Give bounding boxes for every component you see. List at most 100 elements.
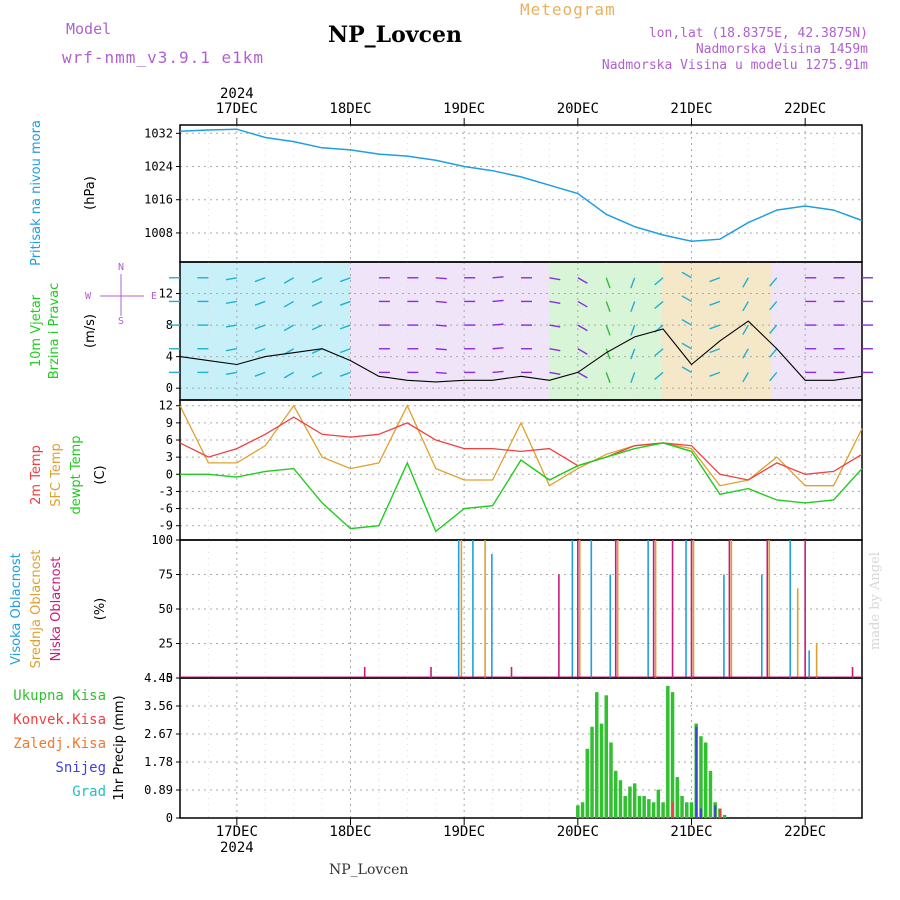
y-tick-label: 12 bbox=[159, 399, 173, 413]
wind-arrow bbox=[549, 348, 561, 352]
time-label-bottom: 20DEC bbox=[557, 824, 599, 840]
y-tick-label: 25 bbox=[159, 637, 173, 651]
precip-bar bbox=[670, 692, 675, 818]
cloud-axis-unit: (%) bbox=[93, 598, 108, 621]
dewpt-axis-title: dewpt Temp bbox=[69, 435, 84, 514]
wind-axis-unit: (m/s) bbox=[83, 314, 98, 348]
wind-arrow bbox=[681, 271, 692, 279]
precip-bar bbox=[685, 802, 689, 818]
precip-bar bbox=[689, 802, 694, 818]
y-tick-label: 12 bbox=[159, 287, 173, 301]
footer-station: NP_Lovcen bbox=[329, 862, 409, 878]
precip-bar bbox=[576, 805, 580, 818]
precip-legend-item: Grad bbox=[72, 784, 106, 800]
wind-arrow bbox=[681, 295, 692, 303]
wind-arrow bbox=[492, 347, 504, 350]
precip-bar bbox=[671, 802, 674, 818]
time-label-bottom: 21DEC bbox=[670, 824, 712, 840]
wind-arrow bbox=[339, 348, 351, 354]
y-tick-label: 4.45 bbox=[144, 671, 173, 685]
wind-arrow bbox=[742, 277, 749, 288]
wind-arrow bbox=[709, 348, 721, 354]
precip-bar bbox=[666, 685, 670, 818]
wind-axis-title: 10m Vjetar bbox=[29, 294, 44, 367]
pressure-axis-unit: (hPa) bbox=[83, 176, 98, 210]
precip-bar bbox=[722, 814, 727, 818]
model-name: wrf-nmm_v3.9.1 e1km bbox=[62, 48, 265, 67]
wind-arrow bbox=[254, 300, 266, 306]
wind-arrow bbox=[577, 324, 588, 332]
mid-cloud-axis-title: Srednja Oblacnost bbox=[29, 550, 44, 669]
precip-bar bbox=[699, 736, 703, 818]
dewpt-line bbox=[180, 442, 863, 533]
precip-bar bbox=[718, 808, 721, 818]
wind-arrow bbox=[769, 300, 778, 311]
wind-band-south bbox=[550, 262, 662, 400]
precip-bar bbox=[618, 780, 623, 818]
precip-legend-item: Ukupna Kisa bbox=[13, 688, 106, 704]
wind-arrow bbox=[225, 300, 237, 305]
wind-arrow bbox=[311, 371, 323, 378]
wind-arrow bbox=[769, 348, 778, 358]
wind-arrow bbox=[549, 300, 561, 305]
y-tick-label: 100 bbox=[151, 533, 173, 547]
wind-arrow bbox=[630, 348, 636, 360]
panel-frame bbox=[179, 677, 863, 819]
y-tick-label: 4 bbox=[166, 350, 173, 364]
wind-arrow bbox=[549, 277, 561, 281]
wind-arrow bbox=[492, 370, 504, 374]
time-label-top: 20DEC bbox=[557, 101, 599, 117]
precip-bar bbox=[647, 799, 651, 818]
high-cloud-axis-title: Visoka Oblacnost bbox=[9, 553, 24, 665]
wind-arrow bbox=[654, 348, 664, 357]
wind-arrow bbox=[630, 277, 636, 289]
wind-arrow bbox=[681, 366, 692, 374]
precip-bar bbox=[642, 795, 646, 818]
time-label-top: 21DEC bbox=[670, 101, 712, 117]
wind-band-east bbox=[350, 262, 550, 400]
wind-arrow bbox=[283, 324, 295, 332]
wind-arrow bbox=[709, 300, 721, 306]
y-tick-label: -3 bbox=[159, 484, 173, 498]
precip-bar bbox=[604, 695, 608, 818]
wind-arrow bbox=[339, 300, 351, 306]
wind-arrow bbox=[577, 348, 588, 355]
temperature-axis-unit: (C) bbox=[93, 465, 108, 484]
time-label-top: 18DEC bbox=[329, 101, 371, 117]
wind-arrow bbox=[254, 324, 266, 330]
precip-bar bbox=[714, 805, 717, 818]
precip-axis-title: 1hr Precip (mm) bbox=[112, 695, 127, 800]
temp2m-line bbox=[179, 416, 863, 481]
y-tick-label: 1024 bbox=[144, 160, 173, 174]
station-title: NP_Lovcen bbox=[328, 22, 462, 48]
y-tick-label: 9 bbox=[166, 416, 173, 430]
wind-arrow bbox=[225, 277, 237, 281]
altitude-info: Nadmorska Visina 1459m bbox=[695, 42, 868, 57]
compass-east: E bbox=[151, 291, 157, 302]
precip-legend-item: Snijeg bbox=[55, 760, 106, 776]
precip-bar bbox=[609, 742, 613, 818]
wind-arrow bbox=[435, 348, 447, 351]
y-tick-label: 1008 bbox=[144, 226, 173, 240]
pressure-line bbox=[179, 128, 863, 242]
precip-bar bbox=[680, 795, 684, 818]
wind-arrow bbox=[549, 324, 561, 328]
wind-arrow bbox=[605, 324, 611, 336]
precip-bar bbox=[656, 789, 661, 818]
precip-bar bbox=[699, 808, 702, 818]
temp2m-axis-title: 2m Temp bbox=[29, 445, 44, 505]
wind-arrow bbox=[605, 301, 611, 313]
wind-arrow bbox=[709, 277, 721, 283]
year-label-top: 2024 bbox=[220, 86, 254, 102]
wind-arrow bbox=[769, 371, 778, 382]
wind-arrow bbox=[492, 276, 504, 279]
wind-arrow bbox=[254, 277, 266, 283]
wind-arrow bbox=[654, 277, 664, 286]
wind-arrow bbox=[435, 324, 447, 327]
wind-arrow bbox=[435, 300, 447, 304]
wind-arrow bbox=[654, 371, 664, 381]
precip-bar bbox=[628, 786, 632, 818]
wind-arrow bbox=[435, 371, 447, 375]
wind-band-east-late bbox=[772, 262, 862, 400]
